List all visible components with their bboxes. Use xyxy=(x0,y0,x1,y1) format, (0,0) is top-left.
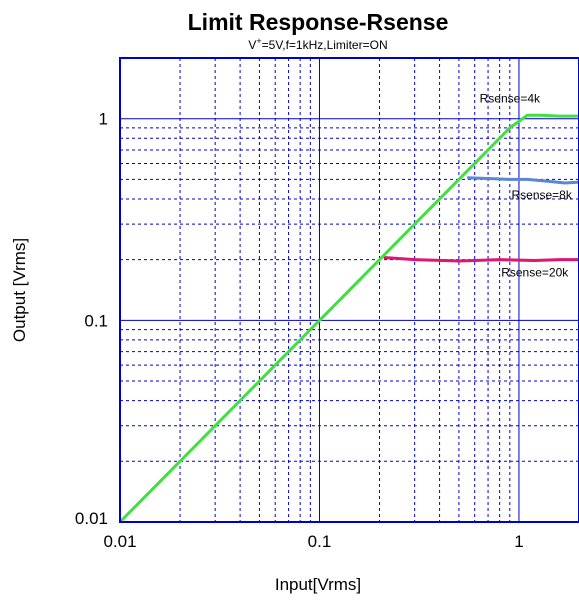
y-axis-label: Output [Vrms] xyxy=(10,238,29,342)
series-annotation: Rsense=4k xyxy=(480,92,541,106)
series-line-rsense-4k xyxy=(118,113,579,524)
x-tick-label: 1 xyxy=(514,532,523,551)
chart-title: Limit Response-Rsense xyxy=(188,9,449,35)
tick-labels: 0.01 0.1 1 0.01 0.1 1 xyxy=(75,110,524,551)
x-axis-label: Input[Vrms] xyxy=(275,575,361,594)
series-lines xyxy=(118,113,579,524)
y-tick-label: 1 xyxy=(99,110,108,129)
subtitle-superscript: + xyxy=(256,36,261,46)
series-line-rsense-8k xyxy=(467,176,579,185)
chart-subtitle: V+=5V,f=1kHz,Limiter=ON xyxy=(248,36,387,52)
y-tick-label: 0.1 xyxy=(84,311,108,330)
series-line-rsense-20k xyxy=(383,256,579,263)
annotations: Rsense=4k Rsense=8k Rsense=20k xyxy=(480,92,573,280)
subtitle-prefix: V xyxy=(248,38,256,52)
series-annotation: Rsense=20k xyxy=(501,265,569,279)
series-annotation: Rsense=8k xyxy=(511,188,572,202)
x-tick-label: 0.01 xyxy=(103,532,136,551)
grid xyxy=(120,58,579,522)
plot-frame xyxy=(119,57,579,523)
subtitle-rest: =5V,f=1kHz,Limiter=ON xyxy=(262,38,388,52)
y-tick-label: 0.01 xyxy=(75,509,108,528)
x-tick-label: 0.1 xyxy=(308,532,332,551)
